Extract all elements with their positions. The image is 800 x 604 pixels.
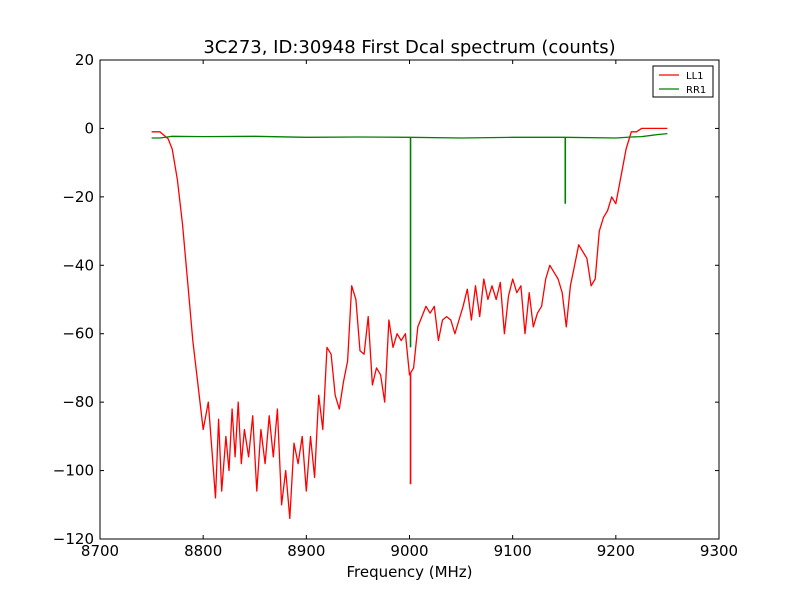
x-tick-label: 9200 — [597, 542, 635, 560]
y-tick-label: 0 — [84, 119, 94, 137]
chart-title: 3C273, ID:30948 First Dcal spectrum (cou… — [203, 37, 615, 58]
axes-frame — [99, 59, 720, 540]
series-line-ll1 — [151, 127, 668, 520]
y-tick-label: −80 — [62, 393, 94, 411]
y-tick-label: −120 — [53, 530, 94, 548]
y-tick-label: 20 — [75, 51, 94, 69]
ticks-layer: 8700 8800 8900 9000 9100 9200 9300 20 0 −20 −40 −60… — [53, 51, 738, 560]
x-tick-label: 8700 — [81, 542, 119, 560]
series-line-rr1 — [151, 132, 668, 139]
x-tick-label: 8800 — [184, 542, 222, 560]
y-tick-label: −60 — [62, 325, 94, 343]
x-tick-label: 9100 — [494, 542, 532, 560]
legend-box — [652, 65, 714, 98]
x-axis-label: Frequency (MHz) — [346, 563, 472, 581]
x-tick-label: 9300 — [700, 542, 738, 560]
y-tick-label: −100 — [53, 462, 94, 480]
plot-layer — [151, 127, 668, 520]
x-tick-label: 8900 — [287, 542, 325, 560]
legend-label-ll1: LL1 — [686, 71, 704, 82]
legend-label-rr1: RR1 — [686, 85, 706, 96]
x-tick-label: 9000 — [390, 542, 428, 560]
y-tick-label: −20 — [62, 188, 94, 206]
y-tick-label: −40 — [62, 256, 94, 274]
